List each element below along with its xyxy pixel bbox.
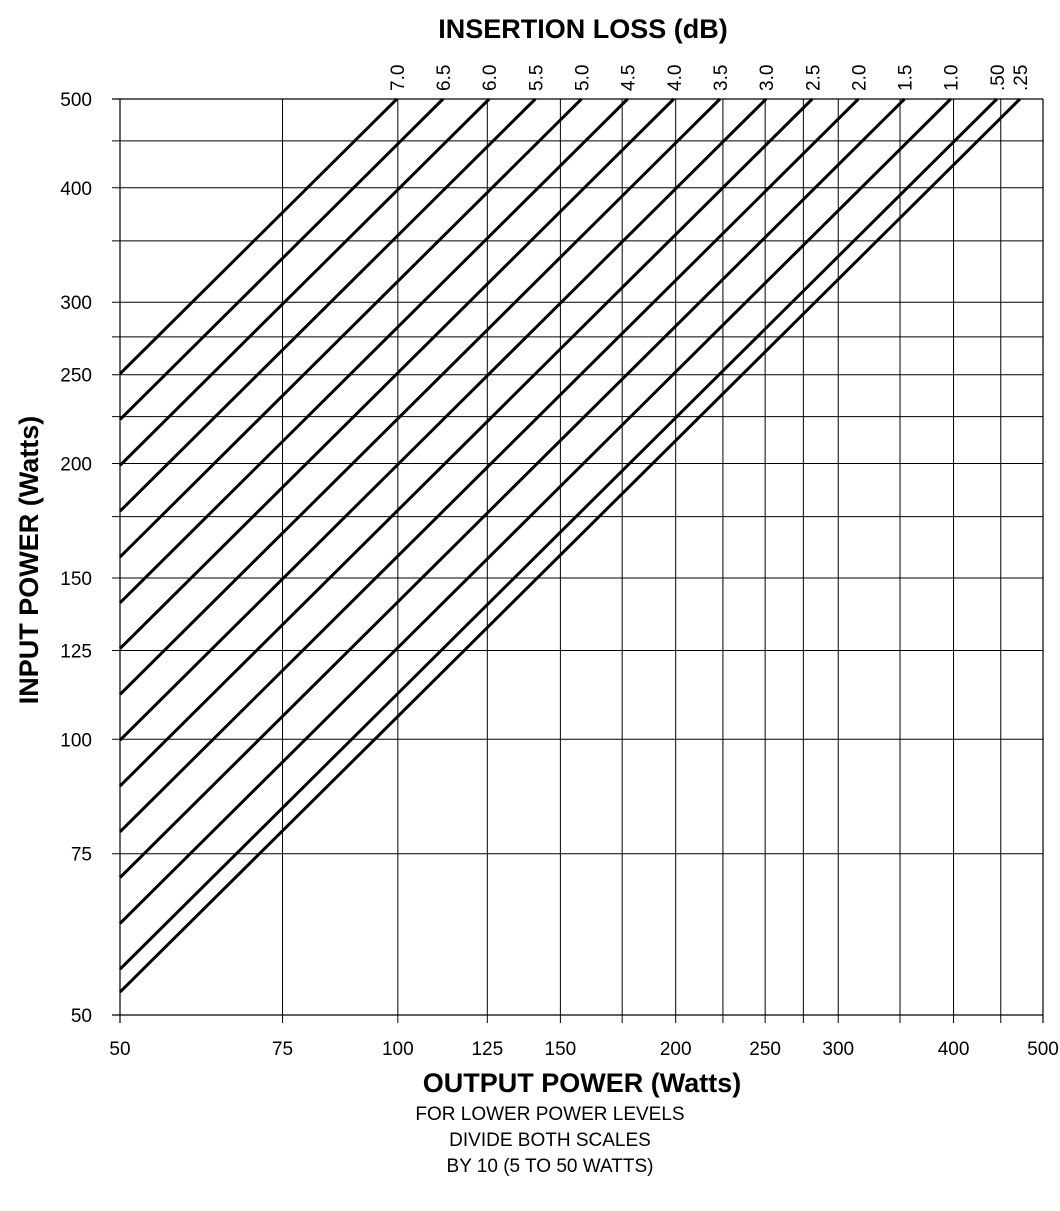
loss-line — [118, 97, 1021, 994]
loss-line — [118, 97, 583, 559]
loss-label: 1.0 — [942, 65, 963, 91]
x-tick-label: 500 — [1027, 1039, 1059, 1060]
loss-lines — [118, 97, 1021, 994]
loss-label: 6.5 — [434, 65, 455, 91]
loss-line — [118, 97, 537, 513]
x-tick-label: 75 — [272, 1039, 293, 1060]
loss-line — [118, 97, 398, 375]
chart-title: INSERTION LOSS (dB) — [438, 14, 728, 44]
loss-line — [118, 97, 998, 971]
loss-label: 2.5 — [803, 65, 824, 91]
loss-line — [118, 97, 952, 925]
loss-label: .50 — [988, 65, 1009, 91]
insertion-loss-chart: INSERTION LOSS (dB) 7.0 6.5 6.0 5.5 5.0 4.5 4.… — [14, 14, 1059, 1098]
loss-label: 4.0 — [665, 65, 686, 91]
y-tick-label: 75 — [71, 845, 92, 866]
x-tick-label: 150 — [545, 1039, 577, 1060]
loss-labels: 7.0 6.5 6.0 5.5 5.0 4.5 4.0 3.5 3.0 2.5 2.0 1.5 1.0.… — [388, 65, 1032, 91]
y-tick-label: 100 — [60, 730, 92, 751]
loss-label: 4.5 — [619, 65, 640, 91]
x-tick-label: 125 — [471, 1039, 503, 1060]
loss-line — [118, 97, 722, 696]
loss-line — [118, 97, 906, 879]
loss-label: 5.0 — [573, 65, 594, 91]
loss-line — [118, 97, 445, 421]
y-tick-label: 300 — [60, 293, 92, 314]
scale-note-line: DIVIDE BOTH SCALES — [449, 1130, 651, 1151]
y-tick-label: 500 — [60, 90, 92, 111]
scale-note-line: BY 10 (5 TO 50 WATTS) — [446, 1156, 654, 1177]
y-tick-label: 50 — [71, 1006, 92, 1027]
x-axis-label: OUTPUT POWER (Watts) — [423, 1068, 741, 1098]
loss-label: 6.0 — [480, 65, 501, 91]
x-tick-label: 200 — [660, 1039, 692, 1060]
loss-label: 5.5 — [526, 65, 547, 91]
loss-label: 2.0 — [849, 65, 870, 91]
grid — [112, 99, 1043, 1023]
loss-line — [118, 97, 629, 604]
x-tick-label: 400 — [938, 1039, 970, 1060]
scale-note: FOR LOWER POWER LEVELS DIVIDE BOTH SCALE… — [280, 1102, 820, 1180]
x-tick-labels: 50 75 100 125 150 200 250 300 400 500 — [109, 1039, 1058, 1060]
loss-label: 3.5 — [711, 65, 732, 91]
y-tick-labels: 50 75 100 125 150 200 250 300 400 500 — [60, 90, 92, 1027]
x-tick-label: 100 — [382, 1039, 414, 1060]
scale-note-line: FOR LOWER POWER LEVELS — [415, 1104, 685, 1125]
y-tick-label: 125 — [60, 641, 92, 662]
y-axis-label: INPUT POWER (Watts) — [14, 416, 44, 704]
loss-line — [118, 97, 768, 742]
loss-line — [118, 97, 860, 833]
y-tick-label: 200 — [60, 455, 92, 476]
loss-label: 1.5 — [896, 65, 917, 91]
loss-line — [118, 97, 491, 467]
loss-line — [118, 97, 814, 788]
y-tick-label: 250 — [60, 366, 92, 387]
x-tick-label: 50 — [109, 1039, 130, 1060]
loss-label: .25 — [1011, 65, 1032, 91]
x-tick-label: 300 — [822, 1039, 854, 1060]
loss-label: 7.0 — [388, 65, 409, 91]
y-tick-label: 150 — [60, 569, 92, 590]
loss-label: 3.0 — [757, 65, 778, 91]
loss-line — [118, 97, 675, 650]
x-tick-label: 250 — [749, 1039, 781, 1060]
y-tick-label: 400 — [60, 179, 92, 200]
plot-frame — [112, 98, 1044, 1023]
